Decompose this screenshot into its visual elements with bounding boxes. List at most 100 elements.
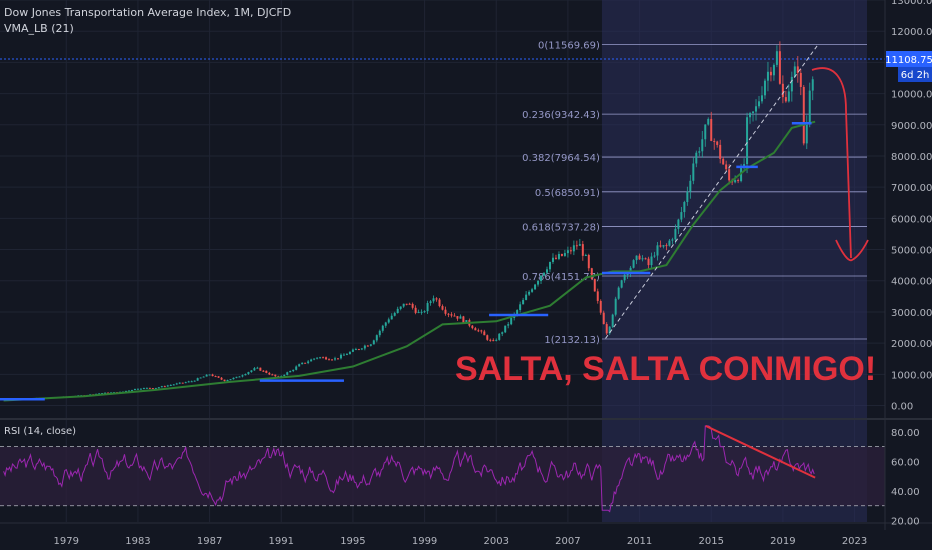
candle-body — [304, 362, 307, 364]
candle-body — [256, 367, 259, 369]
candle-body — [178, 382, 181, 384]
candle-body — [375, 335, 378, 341]
candle-body — [247, 372, 250, 375]
candle-body — [438, 299, 441, 307]
candle-body — [360, 348, 363, 350]
candle-body — [405, 303, 408, 305]
candle-body — [551, 257, 554, 262]
candle-body — [459, 316, 462, 319]
candle-body — [411, 303, 414, 308]
candle-body — [145, 387, 148, 389]
candle-body — [811, 79, 814, 91]
candle-body — [157, 387, 160, 389]
candle-body — [662, 245, 665, 247]
candle-body — [426, 303, 429, 312]
candle-body — [393, 312, 396, 316]
y-tick-label: 12000.00 — [891, 27, 932, 38]
forecast-arrow — [811, 67, 869, 262]
candle-body — [313, 358, 316, 360]
candle-body — [755, 106, 758, 112]
candle-body — [749, 113, 752, 118]
candle-body — [796, 66, 799, 73]
candle-body — [710, 118, 713, 141]
candle-body — [154, 387, 157, 389]
candle-body — [746, 117, 749, 165]
candle-body — [214, 376, 217, 378]
candle-body — [611, 314, 614, 327]
candle-body — [205, 374, 208, 377]
candle-body — [713, 140, 716, 142]
candle-body — [450, 314, 453, 316]
x-tick-label: 2003 — [484, 536, 509, 547]
candle-body — [307, 361, 310, 363]
candle-body — [423, 311, 426, 313]
fib-level-label: 0.236(9342.43) — [522, 110, 600, 121]
fib-zone — [601, 0, 867, 522]
candle-body — [787, 91, 790, 102]
candle-body — [292, 369, 295, 372]
candle-body — [752, 111, 755, 114]
candle-body — [486, 335, 489, 340]
candle-body — [560, 254, 563, 256]
x-tick-label: 2007 — [555, 536, 580, 547]
candle-body — [793, 66, 796, 77]
y-tick-label: 2000.00 — [891, 339, 932, 350]
candle-body — [250, 370, 253, 373]
trendline-line — [605, 43, 820, 339]
candle-body — [692, 163, 695, 181]
vma-series — [3, 120, 816, 402]
candle-body — [420, 311, 423, 313]
candle-body — [626, 274, 629, 276]
candle-body — [366, 345, 369, 347]
candle-body — [760, 95, 763, 102]
candle-body — [677, 219, 680, 229]
rsi-panel — [0, 425, 885, 513]
candle-body — [799, 72, 802, 87]
candle-body — [190, 381, 193, 383]
candle-body — [563, 253, 566, 256]
candle-body — [348, 351, 351, 355]
candle-body — [184, 382, 187, 384]
candle-body — [334, 358, 337, 360]
candle-body — [462, 316, 465, 323]
candle-body — [208, 374, 211, 376]
candle-body — [489, 339, 492, 341]
candle-body — [139, 388, 142, 390]
candle-body — [581, 244, 584, 256]
price-badge-value: 11108.75 — [885, 55, 932, 66]
candle-body — [504, 325, 507, 333]
candle-body — [501, 332, 504, 334]
x-tick-label: 2011 — [627, 536, 652, 547]
candle-body — [641, 258, 644, 260]
candle-body — [223, 379, 226, 381]
candle-body — [537, 280, 540, 285]
candle-body — [163, 386, 166, 388]
candle-body — [151, 388, 154, 390]
candle-body — [193, 380, 196, 382]
candle-body — [133, 388, 136, 390]
candle-body — [101, 393, 104, 395]
candle-body — [572, 245, 575, 252]
x-tick-label: 1991 — [269, 536, 294, 547]
candle-body — [202, 376, 205, 378]
candle-body — [429, 301, 432, 304]
candle-body — [354, 349, 357, 351]
candle-body — [435, 298, 438, 300]
candle-body — [802, 86, 805, 144]
candle-body — [769, 71, 772, 76]
candlestick-series — [2, 41, 814, 401]
x-tick-label: 1979 — [54, 536, 79, 547]
x-tick-label: 1987 — [197, 536, 222, 547]
candle-body — [516, 310, 519, 315]
candle-body — [623, 274, 626, 281]
candle-body — [686, 191, 689, 203]
candle-body — [528, 291, 531, 295]
candle-body — [620, 280, 623, 288]
candle-body — [575, 245, 578, 247]
candle-body — [399, 306, 402, 309]
fib-level-label: 0.786(4151.77) — [522, 272, 600, 283]
forecast-arrow-line — [811, 67, 852, 259]
candle-body — [244, 374, 247, 376]
candle-body — [181, 382, 184, 384]
candle-body — [590, 268, 593, 279]
